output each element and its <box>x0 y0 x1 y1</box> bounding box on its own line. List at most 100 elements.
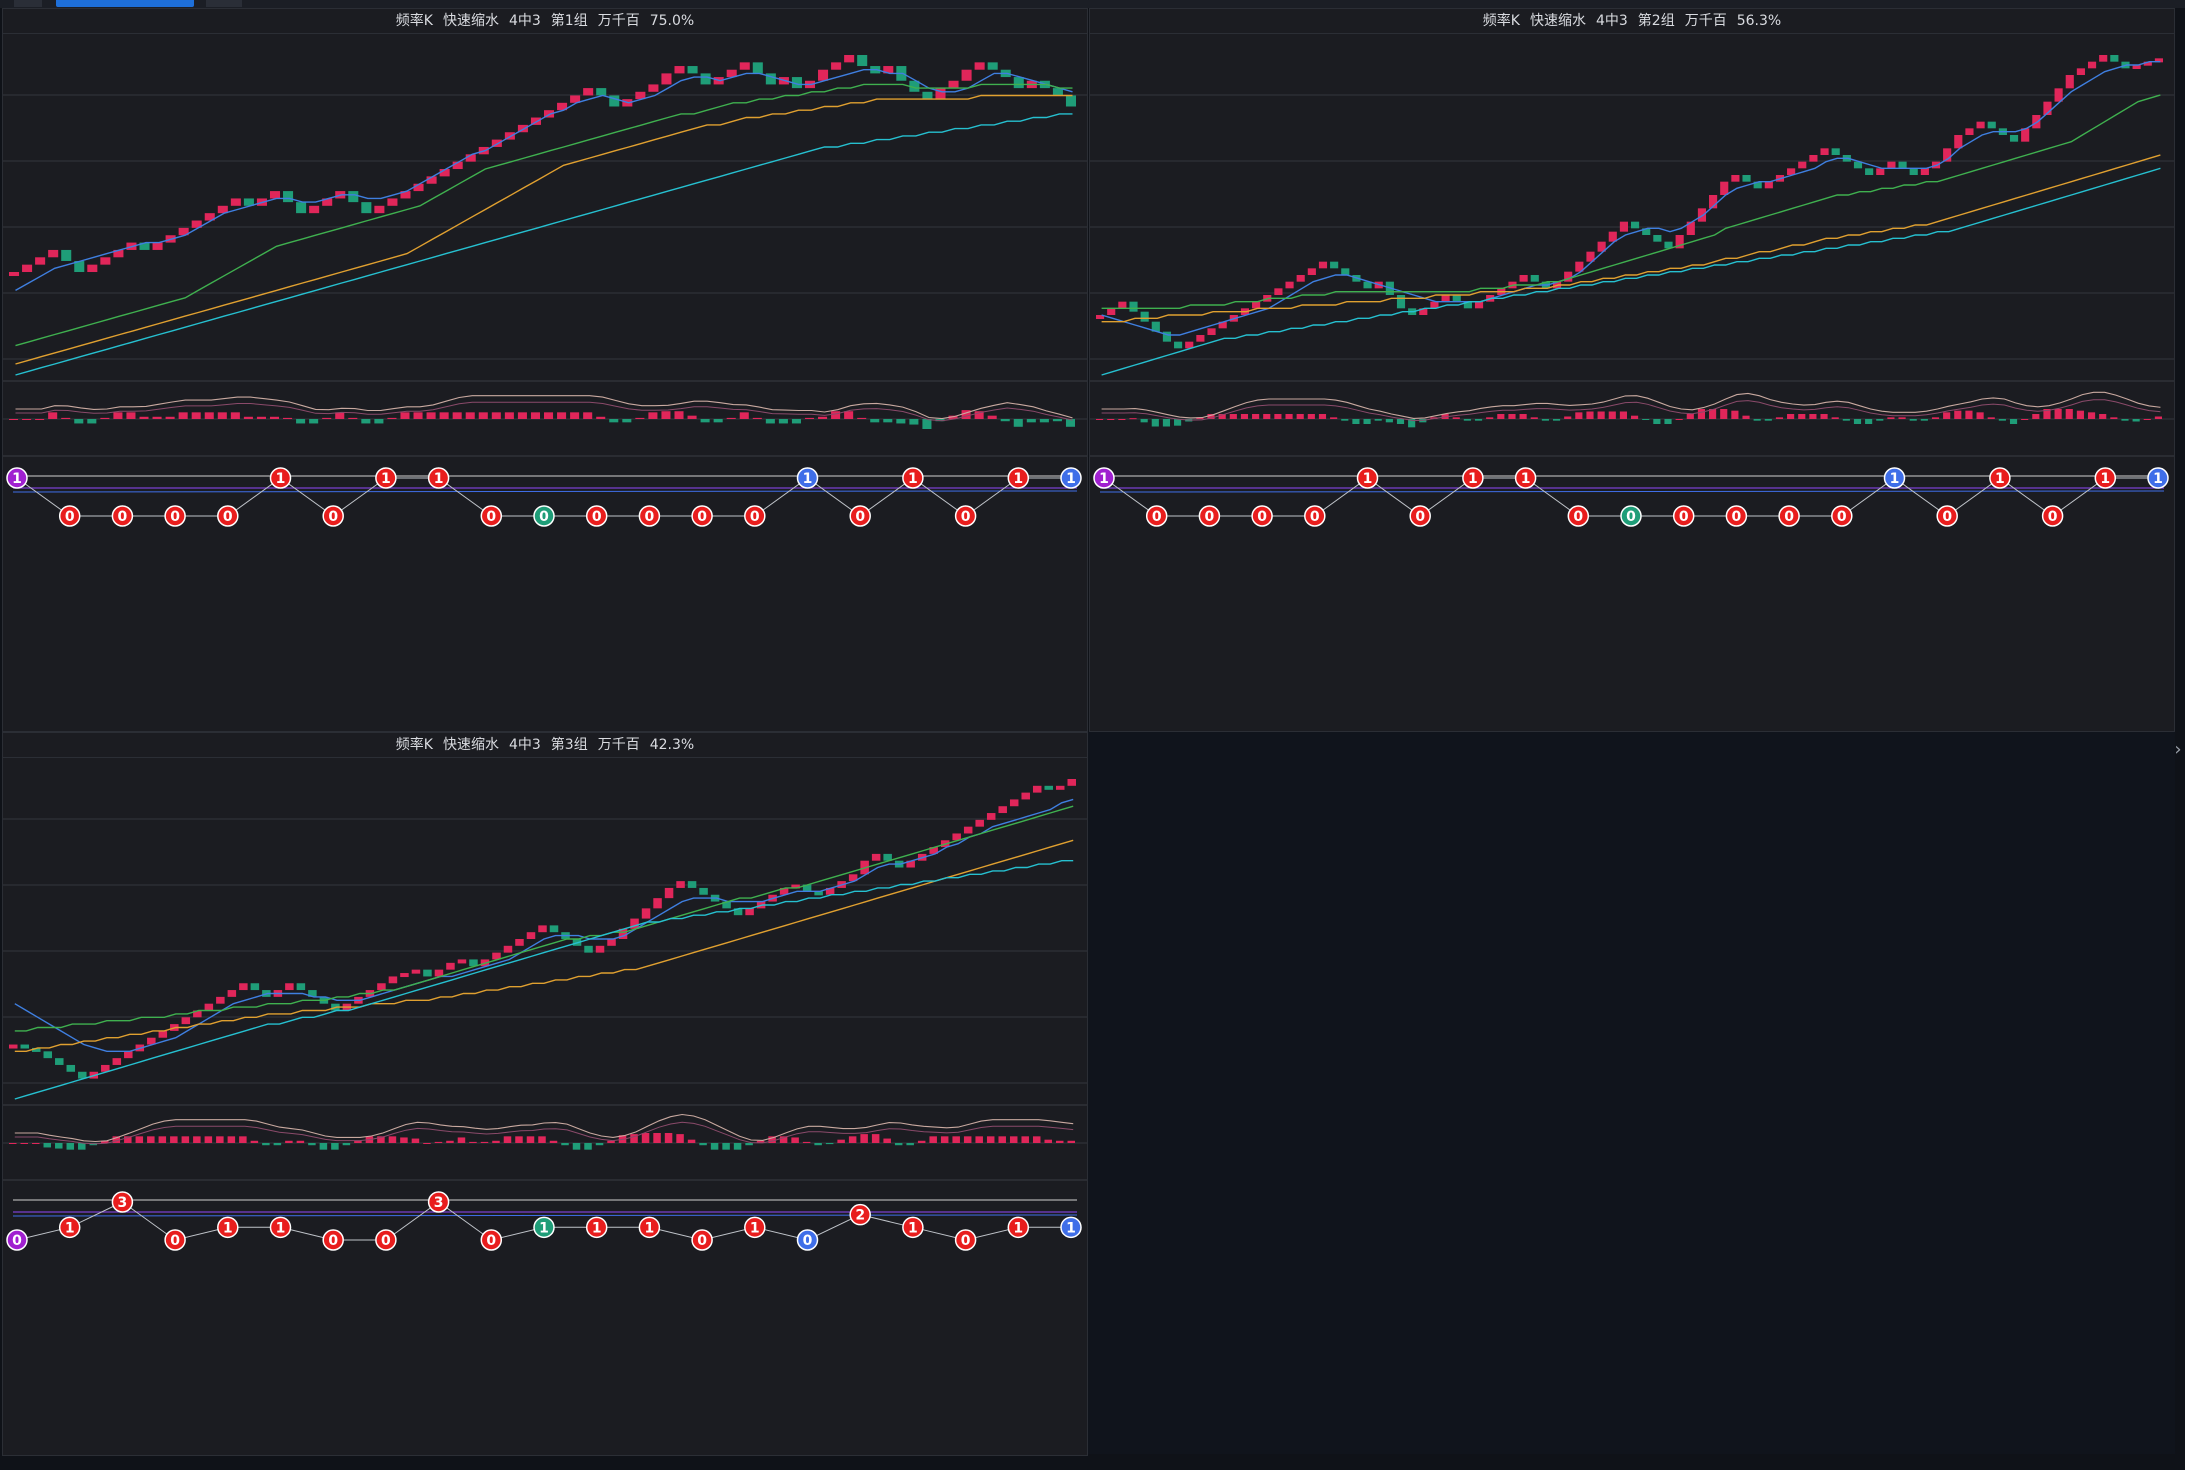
chevron-right-icon[interactable]: › <box>2174 739 2182 760</box>
menu-icon[interactable] <box>14 0 42 7</box>
osc-bar <box>1009 1136 1018 1143</box>
candle <box>1430 301 1439 309</box>
marker-label: 0 <box>592 509 602 525</box>
candle <box>204 213 215 221</box>
osc-bar <box>733 1143 742 1150</box>
ma-line <box>15 69 1073 292</box>
candle <box>1307 268 1316 275</box>
osc-bar <box>952 1136 960 1143</box>
osc-bar <box>1408 419 1416 428</box>
chart-svg[interactable]: 1 0 0 0 0 1 0 1 1 0 0 0 0 0 0 1 0 1 0 1 1 <box>3 9 1087 731</box>
marker-dot <box>1093 467 1115 489</box>
candle <box>457 959 467 964</box>
osc-bar <box>322 417 332 419</box>
title-part: 快速缩水 <box>442 13 499 29</box>
osc-bar <box>676 1134 684 1143</box>
marker-dot <box>585 505 608 527</box>
osc-bar <box>204 412 214 419</box>
osc-bar <box>595 1143 604 1146</box>
candle <box>1396 295 1406 309</box>
candle <box>618 928 628 939</box>
marker-dot <box>796 1229 819 1251</box>
candle <box>1151 321 1160 332</box>
candle <box>1564 271 1573 282</box>
osc-bar <box>1530 417 1538 419</box>
osc-bar <box>2021 419 2029 420</box>
marker-label: 1 <box>276 1220 286 1236</box>
candle <box>1742 175 1751 182</box>
osc-bar <box>2076 410 2084 419</box>
osc-bar <box>139 416 149 419</box>
candle <box>779 887 789 895</box>
candle <box>112 1058 122 1065</box>
candle <box>9 272 20 277</box>
candle <box>952 833 961 841</box>
candle <box>584 945 593 953</box>
marker-label: 3 <box>434 1195 444 1211</box>
marker-dot <box>1778 505 1800 527</box>
osc-bar <box>1296 414 1304 419</box>
osc-bar <box>1943 412 1951 419</box>
osc-bar <box>1898 417 1906 419</box>
panel-title: 频率K 快速缩水 4中3 第3组 万千百 42.3% <box>3 733 1087 758</box>
osc-bar <box>1508 414 1516 419</box>
marker-dot <box>111 505 134 527</box>
osc-bar <box>446 1140 454 1143</box>
candle <box>687 881 697 888</box>
osc-bar <box>883 1138 891 1143</box>
osc-bar <box>296 419 306 424</box>
marker-dot <box>902 467 924 489</box>
osc-bar <box>503 1136 512 1143</box>
candle <box>1285 281 1294 289</box>
candle <box>20 1044 30 1049</box>
candle <box>1044 785 1053 790</box>
chart-svg[interactable]: 0 1 3 0 1 1 0 0 3 0 1 1 1 0 1 0 2 1 0 1 1 <box>3 733 1087 1455</box>
add-tab-button[interactable] <box>206 0 242 7</box>
osc-bar <box>35 419 45 420</box>
marker-dot <box>1060 1216 1082 1239</box>
marker-label: 1 <box>223 1220 233 1236</box>
marker-label: 1 <box>645 1220 655 1236</box>
candle <box>285 983 294 991</box>
candle <box>549 925 559 933</box>
candle <box>700 73 711 85</box>
osc-bar <box>388 1136 397 1143</box>
marker-label: 0 <box>1942 509 1952 525</box>
osc-bar <box>998 1136 1006 1143</box>
candle <box>570 95 581 103</box>
top-toolbar <box>0 0 2185 8</box>
osc-bar <box>2154 416 2162 419</box>
candle <box>139 242 150 250</box>
osc-bar <box>883 419 893 423</box>
marker-dot <box>1620 505 1642 527</box>
candle <box>1898 161 1907 169</box>
candle <box>1296 275 1305 282</box>
osc-bar <box>1055 1140 1064 1143</box>
osc-bar <box>1307 414 1315 419</box>
marker-label: 1 <box>65 1220 75 1236</box>
osc-bar <box>1174 419 1182 426</box>
ma-line <box>1101 154 2161 323</box>
candle <box>178 227 189 236</box>
candle <box>152 242 163 250</box>
osc-bar <box>739 412 749 419</box>
candle <box>193 1010 202 1018</box>
osc-bar <box>1374 419 1382 421</box>
candle <box>544 110 555 118</box>
marker-dot <box>322 1229 344 1251</box>
chart-svg[interactable]: 1 0 0 0 0 1 0 1 1 0 0 0 0 0 0 1 0 1 0 1 1 <box>1090 9 2174 731</box>
tab-active[interactable] <box>56 0 194 7</box>
candle <box>1597 241 1606 252</box>
marker-label: 0 <box>1152 509 1162 525</box>
osc-bar <box>517 412 527 419</box>
candle <box>1052 88 1063 96</box>
osc-bar <box>413 412 423 419</box>
osc-bar <box>335 412 345 419</box>
osc-bar <box>1564 416 1572 419</box>
candle <box>230 198 241 206</box>
candle <box>1787 168 1796 175</box>
osc-bar <box>1039 419 1049 423</box>
osc-bar <box>1865 419 1873 424</box>
osc-bar <box>1474 419 1483 421</box>
candle <box>825 887 835 895</box>
